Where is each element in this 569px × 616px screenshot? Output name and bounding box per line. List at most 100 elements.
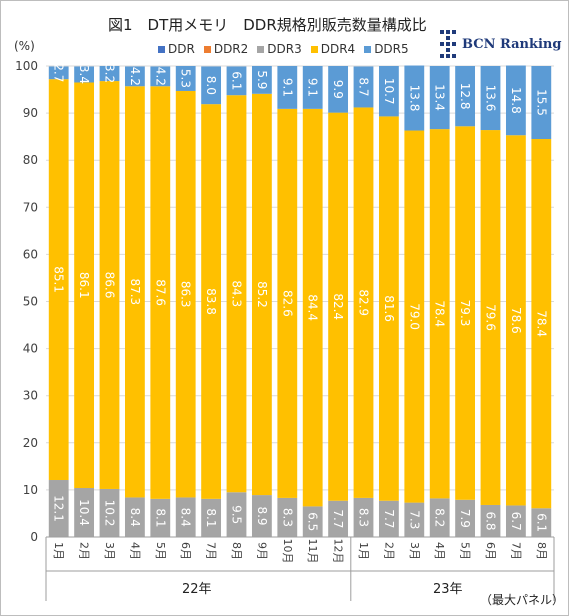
bar-segment-ddr3 xyxy=(251,495,272,537)
data-label-ddr4: 81.6 xyxy=(382,295,396,322)
bar-segment-ddr5 xyxy=(505,65,526,136)
bar-segment-ddr4 xyxy=(226,95,247,493)
legend-label-ddr4: DDR4 xyxy=(320,42,356,56)
data-label-ddr5: 4.2 xyxy=(128,67,142,86)
data-label-ddr3: 10.4 xyxy=(77,499,91,526)
y-tick-label: 10 xyxy=(23,483,38,497)
data-label-ddr5: 13.8 xyxy=(407,85,421,112)
y-tick-label: 100 xyxy=(15,59,38,73)
data-label-ddr4: 79.6 xyxy=(484,304,498,331)
data-label-ddr4: 86.3 xyxy=(179,281,193,308)
bar-segment-ddr5 xyxy=(429,66,450,130)
legend-swatch-ddr5 xyxy=(364,45,372,53)
data-label-ddr4: 86.6 xyxy=(103,272,117,299)
x-tick-label: 2月 xyxy=(382,542,395,560)
x-tick-label: 6月 xyxy=(484,542,497,560)
data-label-ddr3: 8.1 xyxy=(204,508,218,527)
x-tick-label: 11月 xyxy=(306,539,319,564)
bar-segment-ddr4 xyxy=(74,82,95,489)
bar-segment-ddr5 xyxy=(150,66,171,87)
year-group-label-2022: 22年 xyxy=(182,582,212,597)
y-tick-label: 0 xyxy=(30,530,38,544)
bar-segment-ddr4 xyxy=(429,129,450,499)
data-label-ddr4: 87.6 xyxy=(153,279,167,306)
legend-label-ddr3: DDR3 xyxy=(267,42,302,56)
x-tick-label: 9月 xyxy=(255,542,268,560)
bar-segment-ddr3 xyxy=(531,508,552,537)
data-label-ddr4: 82.4 xyxy=(331,293,345,320)
bar-segment-ddr3 xyxy=(505,505,526,537)
bar-segment-ddr5 xyxy=(201,66,222,105)
data-label-ddr3: 8.4 xyxy=(179,508,193,527)
bar-segment-ddr3 xyxy=(404,502,425,537)
bar-segment-ddr4 xyxy=(455,126,476,500)
bar-segment-ddr5 xyxy=(74,66,95,83)
x-tick-label: 12月 xyxy=(332,539,345,564)
x-tick-label: 7月 xyxy=(509,542,522,560)
legend-item-ddr: DDR xyxy=(158,42,195,56)
bar-segment-ddr3 xyxy=(302,506,323,537)
data-label-ddr4: 84.3 xyxy=(230,280,244,307)
data-label-ddr5: 5.9 xyxy=(255,70,269,89)
data-label-ddr5: 9.9 xyxy=(331,80,345,99)
x-tick-label: 5月 xyxy=(154,542,167,560)
bar-segment-ddr5 xyxy=(531,66,552,140)
data-label-ddr3: 7.9 xyxy=(458,509,472,528)
bar-segment-ddr4 xyxy=(175,90,196,498)
bar-segment-ddr5 xyxy=(124,66,145,87)
bar-segment-ddr5 xyxy=(353,66,374,108)
bar-segment-ddr3 xyxy=(175,497,196,537)
data-label-ddr3: 6.5 xyxy=(306,512,320,531)
bar-segment-ddr3 xyxy=(74,488,95,537)
data-label-ddr3: 8.4 xyxy=(128,508,142,527)
chart-title: 図1 DT用メモリ DDR規格別販売数量構成比 xyxy=(108,16,427,34)
data-label-ddr5: 5.3 xyxy=(179,69,193,88)
y-axis-unit-label: (%) xyxy=(14,39,35,53)
data-label-ddr5: 3.4 xyxy=(77,65,91,84)
data-label-ddr5: 15.5 xyxy=(534,89,548,116)
x-tick-label: 10月 xyxy=(281,539,294,564)
legend-item-ddr3: DDR3 xyxy=(257,42,302,56)
bcn-logo-text: BCN Ranking xyxy=(462,36,562,52)
data-label-ddr3: 8.9 xyxy=(255,506,269,525)
bar-segment-ddr4 xyxy=(99,81,120,489)
bar-segment-ddr3 xyxy=(48,480,69,537)
bar-segment-ddr4 xyxy=(378,116,399,501)
chart-legend: DDR DDR2 DDR3 DDR4 DDR5 xyxy=(158,42,409,56)
x-tick-label: 3月 xyxy=(408,542,421,560)
data-label-ddr3: 7.3 xyxy=(407,510,421,529)
bar-segment-ddr3 xyxy=(150,498,171,537)
bar-segment-ddr4 xyxy=(531,139,552,509)
legend-label-ddr: DDR xyxy=(168,42,195,56)
data-label-ddr4: 84.4 xyxy=(306,294,320,321)
data-label-ddr5: 10.7 xyxy=(382,78,396,105)
data-label-ddr5: 6.1 xyxy=(230,71,244,90)
legend-label-ddr2: DDR2 xyxy=(213,42,249,56)
bar-segment-ddr3 xyxy=(455,499,476,537)
y-tick-label: 40 xyxy=(23,342,38,356)
data-label-ddr4: 86.1 xyxy=(77,272,91,299)
data-label-ddr3: 6.1 xyxy=(534,513,548,532)
data-label-ddr5: 12.8 xyxy=(458,83,472,110)
x-tick-label: 1月 xyxy=(357,542,370,560)
bcn-logo-icon xyxy=(440,30,456,58)
bar-segment-ddr3 xyxy=(328,500,349,537)
x-tick-label: 1月 xyxy=(52,542,65,560)
data-label-ddr5: 3.2 xyxy=(103,64,117,83)
data-label-ddr3: 10.2 xyxy=(103,500,117,527)
data-label-ddr5: 13.6 xyxy=(484,85,498,112)
legend-item-ddr5: DDR5 xyxy=(364,42,409,56)
data-label-ddr3: 6.8 xyxy=(484,511,498,530)
bar-segment-ddr5 xyxy=(277,66,298,109)
bar-segment-ddr4 xyxy=(404,130,425,503)
y-tick-label: 20 xyxy=(23,436,38,450)
bar-segment-ddr5 xyxy=(455,66,476,127)
bar-segment-ddr3 xyxy=(353,497,374,537)
bar-segment-ddr4 xyxy=(48,79,69,481)
data-label-ddr4: 83.8 xyxy=(204,288,218,315)
x-tick-label: 5月 xyxy=(459,542,472,560)
data-label-ddr4: 78.4 xyxy=(433,300,447,327)
bar-segment-ddr3 xyxy=(480,504,501,537)
bar-segment-ddr5 xyxy=(175,66,196,91)
bar-segment-ddr3 xyxy=(429,498,450,537)
